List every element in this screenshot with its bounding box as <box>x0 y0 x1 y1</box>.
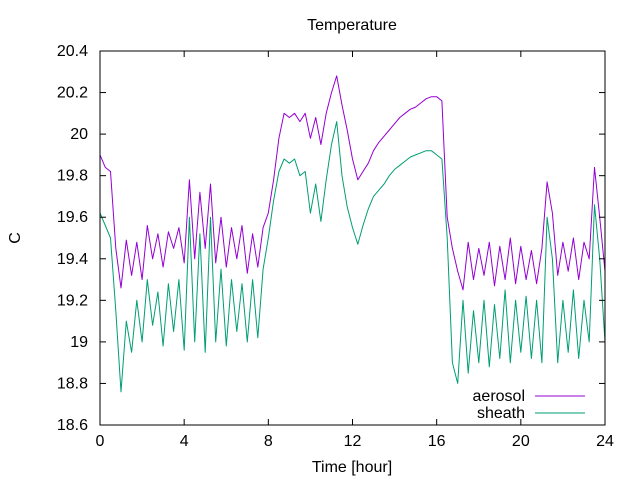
y-tick-label: 20.2 <box>57 85 88 102</box>
y-tick-label: 19.4 <box>57 251 88 268</box>
y-tick-label: 18.6 <box>57 417 88 434</box>
x-tick-label: 20 <box>512 433 530 450</box>
legend-label-aerosol: aerosol <box>473 388 525 405</box>
x-tick-label: 12 <box>344 433 362 450</box>
series-line-sheath <box>99 121 606 393</box>
x-tick-label: 4 <box>180 433 189 450</box>
y-tick-label: 19.6 <box>57 209 88 226</box>
series-line-aerosol <box>99 75 606 291</box>
y-tick-label: 20.4 <box>57 43 88 60</box>
y-tick-label: 19.2 <box>57 292 88 309</box>
y-axis-label: C <box>7 232 24 244</box>
x-tick-label: 0 <box>96 433 105 450</box>
y-tick-label: 20 <box>70 126 88 143</box>
x-tick-label: 16 <box>428 433 446 450</box>
x-axis-ticks: 0 4 8 12 16 20 24 <box>96 51 614 450</box>
x-tick-label: 24 <box>596 433 614 450</box>
y-tick-label: 19.8 <box>57 168 88 185</box>
x-axis-label: Time [hour] <box>312 459 392 476</box>
y-tick-label: 19 <box>70 334 88 351</box>
y-tick-label: 18.8 <box>57 375 88 392</box>
plot-area <box>99 75 606 393</box>
legend-label-sheath: sheath <box>477 405 525 422</box>
chart-title: Temperature <box>307 17 397 34</box>
x-tick-label: 8 <box>264 433 273 450</box>
y-axis-ticks: 18.6 18.8 19 19.2 19.4 19.6 19.8 20 20.2 20.4 <box>57 43 605 434</box>
